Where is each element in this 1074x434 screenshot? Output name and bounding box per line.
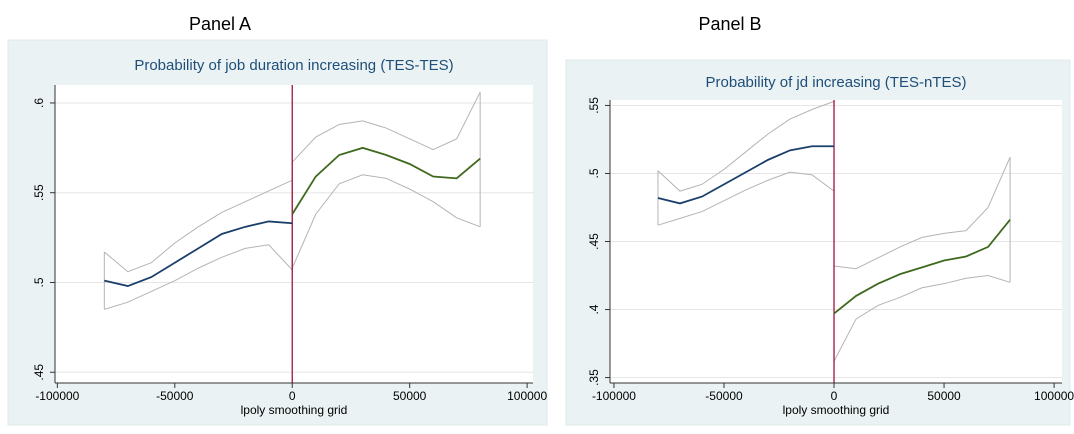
ci-lower — [104, 244, 293, 310]
x-tick-label: 0 — [289, 389, 296, 403]
chart-title: Probability of job duration increasing (… — [134, 57, 453, 74]
y-tick-label: .5 — [32, 277, 46, 287]
ci-upper — [104, 179, 293, 273]
y-tick-label: .6 — [32, 98, 46, 108]
y-tick-label: .5 — [587, 168, 601, 178]
ci-upper — [291, 91, 481, 163]
estimate-line — [833, 219, 1011, 315]
panel-label: Panel A — [189, 14, 251, 34]
ci-lower — [291, 174, 481, 269]
x-tick-label: 50000 — [927, 389, 961, 403]
x-tick-label: 100000 — [1034, 389, 1074, 403]
x-tick-label: 100000 — [507, 389, 547, 403]
y-tick-label: .45 — [32, 364, 46, 381]
y-tick-label: .45 — [587, 233, 601, 250]
x-tick-label: 0 — [831, 389, 838, 403]
x-tick-label: -100000 — [592, 389, 636, 403]
x-tick-label: -50000 — [156, 389, 194, 403]
estimate-line — [104, 220, 293, 287]
estimate-line — [657, 145, 835, 205]
x-axis-label: lpoly smoothing grid — [783, 403, 890, 417]
y-tick-label: .4 — [587, 304, 601, 314]
x-tick-label: -100000 — [35, 389, 79, 403]
x-tick-label: -50000 — [705, 389, 743, 403]
chart-title: Probability of jd increasing (TES-nTES) — [706, 74, 967, 91]
y-tick-label: .55 — [587, 97, 601, 114]
ci-lower — [657, 171, 835, 226]
y-tick-label: .35 — [587, 369, 601, 386]
estimate-line — [291, 146, 481, 215]
y-tick-label: .55 — [32, 184, 46, 201]
ci-upper — [657, 100, 835, 192]
x-axis-label: lpoly smoothing grid — [241, 403, 348, 417]
plot-area — [55, 85, 533, 383]
panel-label: Panel B — [698, 14, 761, 34]
x-tick-label: 50000 — [393, 389, 427, 403]
ci-lower — [833, 275, 1011, 362]
ci-upper — [833, 156, 1011, 270]
